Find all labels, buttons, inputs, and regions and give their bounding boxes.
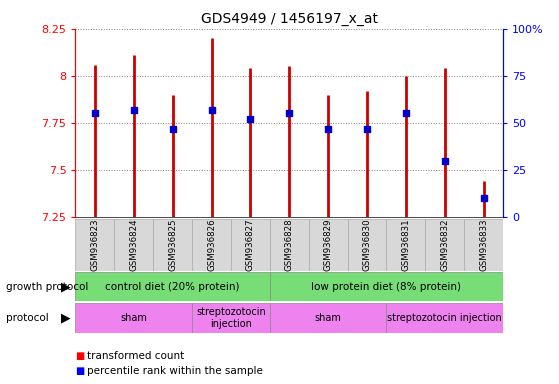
Text: ▶: ▶ [61, 312, 71, 324]
Bar [309, 219, 348, 271]
Text: streptozotocin
injection: streptozotocin injection [196, 307, 266, 329]
Text: GSM936828: GSM936828 [285, 218, 294, 271]
Text: GSM936823: GSM936823 [91, 218, 100, 271]
Bar [425, 219, 464, 271]
Bar [153, 219, 192, 271]
Text: GSM936830: GSM936830 [363, 218, 372, 271]
Bar [75, 219, 115, 271]
Bar [75, 303, 192, 333]
Bar [464, 219, 503, 271]
Bar [231, 219, 270, 271]
Text: streptozotocin injection: streptozotocin injection [387, 313, 502, 323]
Text: GSM936833: GSM936833 [479, 218, 488, 271]
Text: ▶: ▶ [61, 280, 71, 293]
Text: protocol: protocol [6, 313, 48, 323]
Bar [348, 219, 386, 271]
Bar [386, 303, 503, 333]
Bar [75, 272, 270, 301]
Text: ■: ■ [75, 366, 85, 376]
Bar [270, 219, 309, 271]
Bar [115, 219, 153, 271]
Text: sham: sham [315, 313, 342, 323]
Text: GSM936824: GSM936824 [129, 218, 138, 271]
Bar [192, 219, 231, 271]
Bar [270, 303, 386, 333]
Title: GDS4949 / 1456197_x_at: GDS4949 / 1456197_x_at [201, 12, 378, 26]
Text: sham: sham [120, 313, 147, 323]
Text: GSM936831: GSM936831 [401, 218, 410, 271]
Text: growth protocol: growth protocol [6, 281, 88, 292]
Text: GSM936825: GSM936825 [168, 218, 177, 271]
Bar [270, 272, 503, 301]
Text: GSM936826: GSM936826 [207, 218, 216, 271]
Bar [192, 303, 270, 333]
Text: ■: ■ [75, 351, 85, 361]
Text: transformed count: transformed count [87, 351, 184, 361]
Text: percentile rank within the sample: percentile rank within the sample [87, 366, 263, 376]
Text: GSM936829: GSM936829 [324, 218, 333, 271]
Text: control diet (20% protein): control diet (20% protein) [106, 281, 240, 292]
Bar [386, 219, 425, 271]
Text: GSM936832: GSM936832 [440, 218, 449, 271]
Text: GSM936827: GSM936827 [246, 218, 255, 271]
Text: low protein diet (8% protein): low protein diet (8% protein) [311, 281, 462, 292]
